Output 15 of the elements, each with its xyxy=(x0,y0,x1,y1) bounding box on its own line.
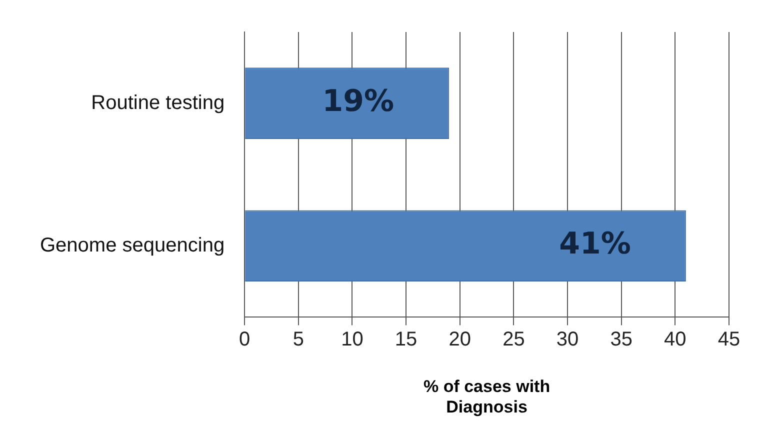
data-label: 41% xyxy=(559,226,631,262)
x-tick-label: 10 xyxy=(341,328,364,351)
x-tick-label: 5 xyxy=(292,328,304,351)
x-tick-label: 0 xyxy=(239,328,250,351)
x-tick-label: 30 xyxy=(556,328,579,351)
x-axis-title: % of cases with Diagnosis xyxy=(423,377,550,416)
x-tick-label: 25 xyxy=(502,328,525,351)
x-tick-label: 15 xyxy=(394,328,418,351)
x-tick-label: 45 xyxy=(718,328,740,351)
y-tick-label: Genome sequencing xyxy=(40,234,225,256)
data-label: 19% xyxy=(322,84,394,120)
x-tick-label: 35 xyxy=(610,328,632,351)
y-tick-label: Routine testing xyxy=(91,92,225,114)
x-tick-label: 20 xyxy=(448,328,471,351)
x-tick-label: 40 xyxy=(664,328,686,351)
